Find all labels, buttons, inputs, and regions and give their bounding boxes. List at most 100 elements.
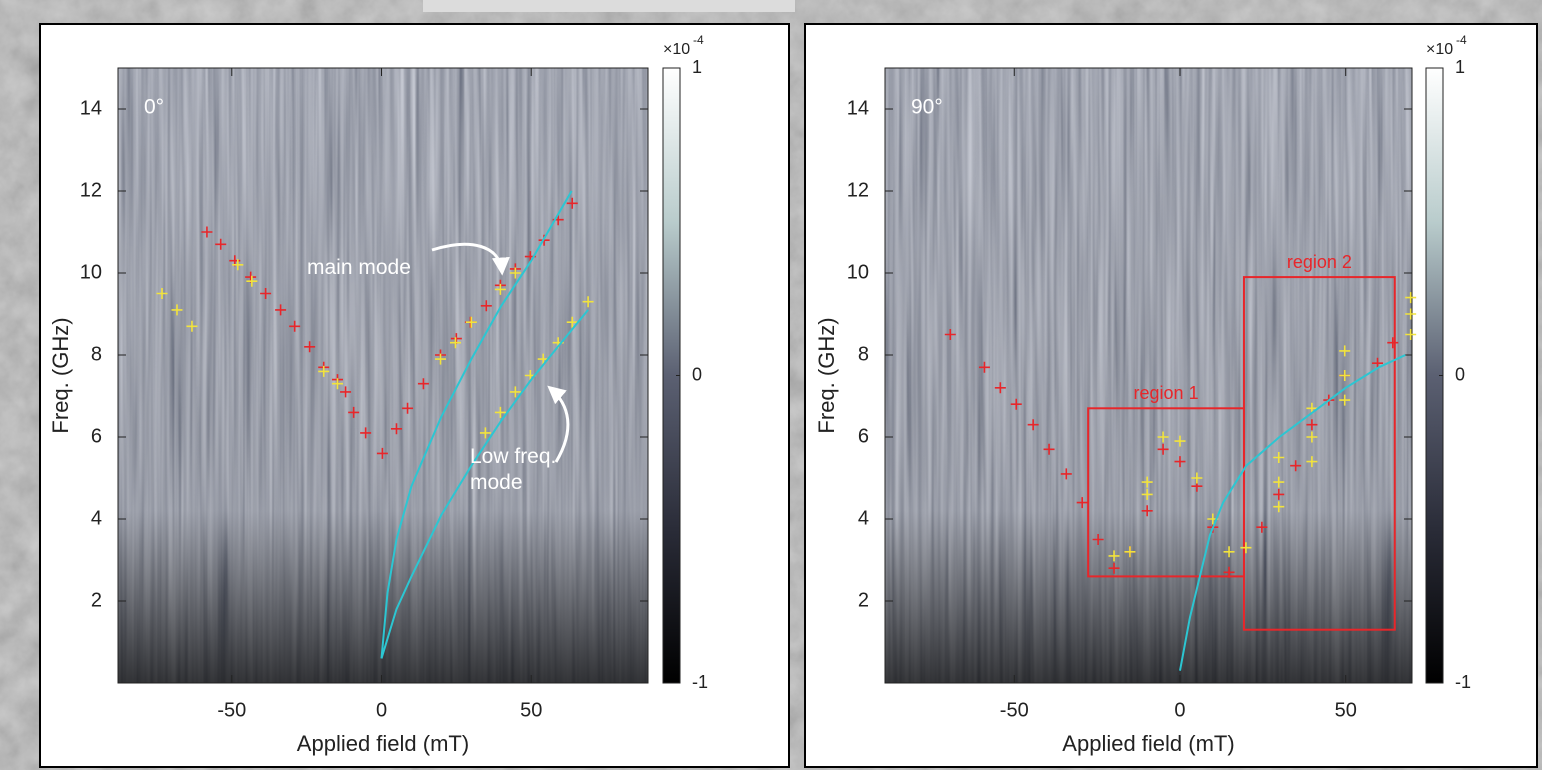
colorbar-tick-label: 1 xyxy=(692,57,702,77)
spectrogram-shade xyxy=(885,68,1412,683)
marker xyxy=(1273,488,1285,500)
y-tick-label: 8 xyxy=(858,343,869,365)
marker xyxy=(1339,345,1351,357)
annotation: main mode xyxy=(307,256,411,279)
y-tick-label: 14 xyxy=(80,97,102,119)
marker xyxy=(340,386,352,398)
marker xyxy=(171,304,183,316)
colorbar-multiplier: ×10 xyxy=(663,41,690,58)
fit-curve xyxy=(380,190,573,659)
marker xyxy=(1157,443,1169,455)
marker xyxy=(232,259,244,271)
marker xyxy=(566,316,578,328)
marker xyxy=(1141,488,1153,500)
x-tick-label: -50 xyxy=(1000,699,1029,721)
marker xyxy=(1405,292,1417,304)
colorbar-exponent: -4 xyxy=(693,33,704,47)
y-tick-label: 6 xyxy=(91,425,102,447)
y-tick-label: 14 xyxy=(847,97,869,119)
marker xyxy=(246,275,258,287)
plot-frame xyxy=(884,67,1413,684)
y-tick-label: 6 xyxy=(858,425,869,447)
x-tick-label: 0 xyxy=(1174,699,1185,721)
marker xyxy=(1141,476,1153,488)
marker xyxy=(1339,394,1351,406)
marker xyxy=(402,402,414,414)
marker xyxy=(1108,562,1120,574)
x-tick-label: 50 xyxy=(520,699,542,721)
marker xyxy=(390,423,402,435)
marker xyxy=(1306,456,1318,468)
marker xyxy=(978,361,990,373)
colorbar-tick-label: 0 xyxy=(1455,364,1465,384)
y-tick-label: 10 xyxy=(80,261,102,283)
marker xyxy=(494,406,506,418)
marker xyxy=(1092,534,1104,545)
y-tick-label: 12 xyxy=(80,179,102,201)
y-tick-label: 2 xyxy=(858,589,869,611)
x-tick-label: -50 xyxy=(217,699,246,721)
fit-curve xyxy=(380,309,589,659)
marker xyxy=(417,378,429,390)
fit-curve xyxy=(1179,354,1406,671)
colorbar-tick-label: -1 xyxy=(1455,672,1471,692)
marker xyxy=(348,406,360,418)
marker xyxy=(1387,337,1399,349)
y-tick-label: 10 xyxy=(847,261,869,283)
y-tick-label: 4 xyxy=(858,507,869,529)
marker xyxy=(1124,546,1136,558)
panel-label: 0° xyxy=(144,96,164,119)
marker xyxy=(1010,398,1022,410)
plot-frame xyxy=(117,67,649,684)
marker xyxy=(318,365,330,377)
marker xyxy=(1273,501,1285,513)
marker xyxy=(1060,468,1072,480)
y-tick-label: 4 xyxy=(91,507,102,529)
marker xyxy=(331,378,343,390)
marker xyxy=(1141,505,1153,517)
x-tick-label: 50 xyxy=(1335,699,1357,721)
marker xyxy=(304,341,316,353)
marker xyxy=(566,197,578,209)
marker xyxy=(1256,521,1268,533)
marker xyxy=(509,386,521,398)
marker xyxy=(1043,443,1055,455)
marker xyxy=(260,288,272,299)
marker xyxy=(1191,472,1203,484)
marker xyxy=(1290,460,1302,472)
marker xyxy=(465,316,477,328)
y-axis-label: Freq. (GHz) xyxy=(814,317,839,433)
marker xyxy=(434,353,446,365)
marker xyxy=(1273,452,1285,463)
marker xyxy=(494,283,506,295)
marker xyxy=(360,427,372,439)
colorbar-multiplier: ×10 xyxy=(1426,41,1453,58)
marker xyxy=(1174,456,1186,468)
arrow xyxy=(431,242,510,276)
marker xyxy=(186,320,198,332)
colorbar-tick-label: 1 xyxy=(1455,57,1465,77)
marker xyxy=(1240,542,1252,554)
y-axis-label: Freq. (GHz) xyxy=(48,317,73,433)
marker xyxy=(944,329,956,340)
panel-label: 90° xyxy=(911,96,943,119)
marker xyxy=(479,427,491,439)
marker xyxy=(480,300,492,312)
marker xyxy=(1405,308,1417,320)
marker xyxy=(376,447,388,459)
marker xyxy=(582,296,594,308)
marker xyxy=(449,337,461,349)
marker xyxy=(1108,550,1120,562)
top-strip xyxy=(423,0,795,12)
marker xyxy=(1306,431,1318,443)
annotation: Low freq. mode xyxy=(470,445,557,494)
marker xyxy=(1223,546,1235,558)
marker xyxy=(1157,431,1169,443)
marker xyxy=(1405,329,1417,340)
x-axis-label: Applied field (mT) xyxy=(1062,731,1234,756)
marker xyxy=(1027,419,1039,431)
marker xyxy=(1372,357,1384,369)
